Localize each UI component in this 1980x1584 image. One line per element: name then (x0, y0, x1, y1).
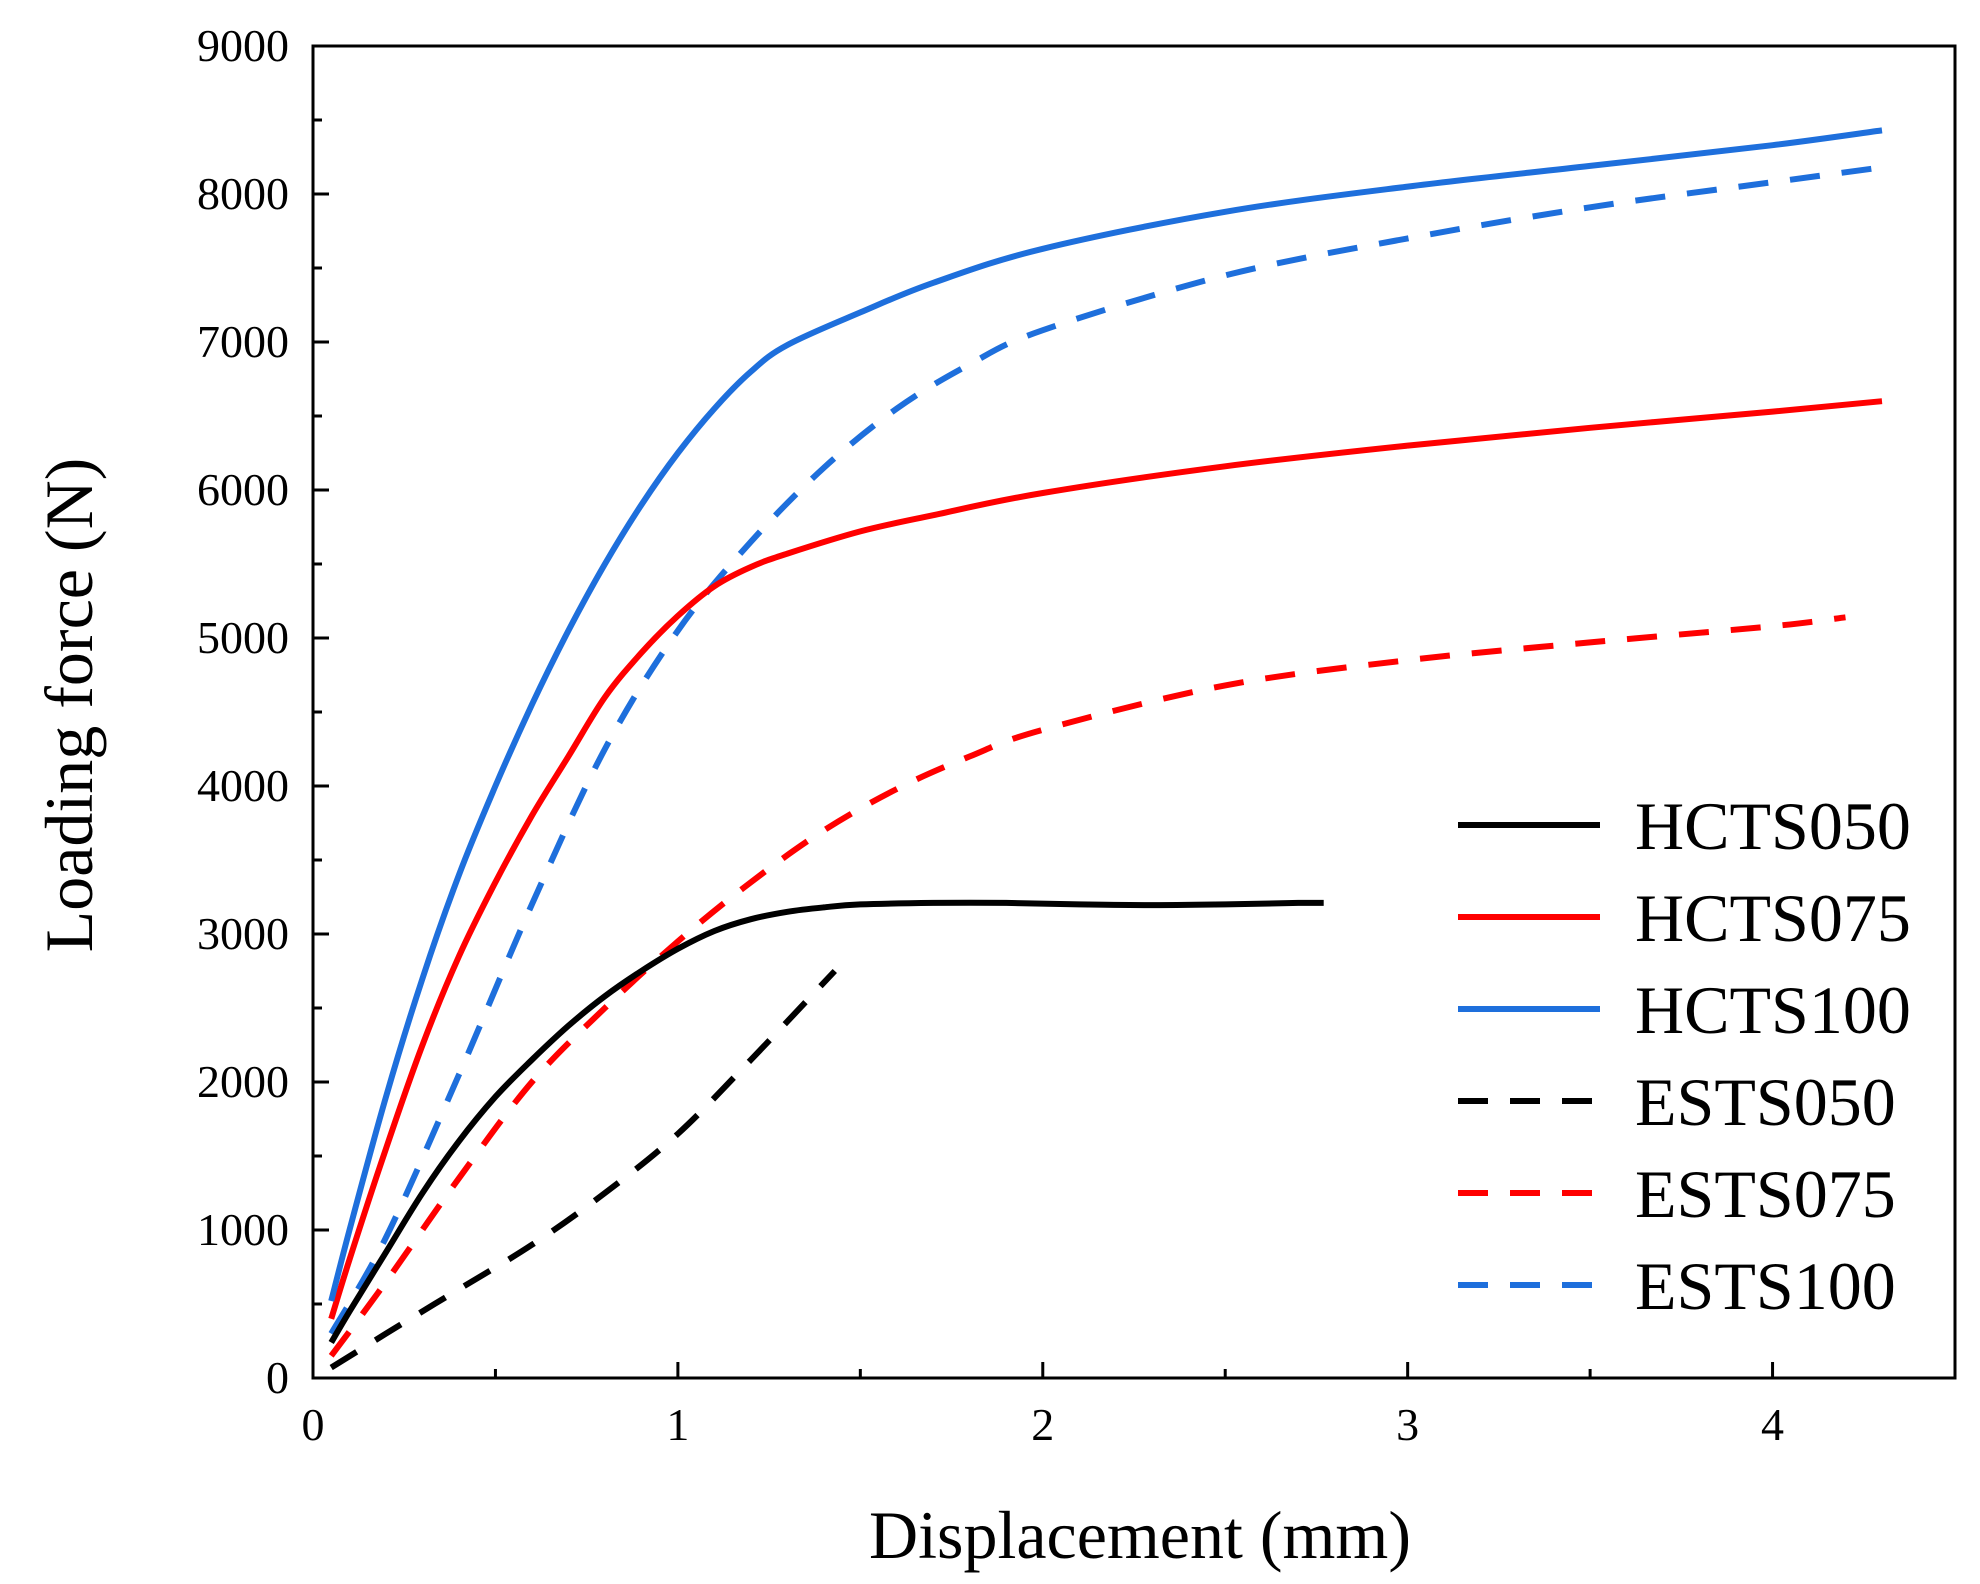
legend-label-ests075: ESTS075 (1635, 1156, 1896, 1232)
series-layer (328, 127, 1883, 1371)
y-tick-label: 1000 (197, 1204, 289, 1255)
x-axis-title: Displacement (mm) (869, 1497, 1411, 1573)
series-ests050-line (329, 968, 837, 1371)
x-tick-label: 3 (1396, 1399, 1419, 1450)
y-axis-title: Loading force (N) (31, 458, 107, 953)
series-hcts050-line (328, 899, 1324, 1345)
y-tick-label: 3000 (197, 908, 289, 959)
y-tick-label: 5000 (197, 612, 289, 663)
legend-label-hcts100: HCTS100 (1635, 972, 1911, 1048)
legend: HCTS050 HCTS075 HCTS100 ESTS050 ESTS075 ESTS1… (1458, 788, 1911, 1324)
series-ests100-line (328, 164, 1883, 1336)
axis-ticks: 0 1 2 3 4 0 1000 2000 3000 4000 5000 6000 7000 8000 90… (197, 20, 1784, 1450)
x-tick-label: 1 (666, 1399, 689, 1450)
y-tick-label: 0 (266, 1352, 289, 1403)
y-tick-label: 2000 (197, 1056, 289, 1107)
y-tick-label: 7000 (197, 316, 289, 367)
legend-label-hcts075: HCTS075 (1635, 880, 1911, 956)
legend-label-ests100: ESTS100 (1635, 1248, 1896, 1324)
y-tick-label: 8000 (197, 168, 289, 219)
series-hcts075-line (328, 398, 1883, 1320)
x-tick-label: 0 (302, 1399, 325, 1450)
y-tick-label: 4000 (197, 760, 289, 811)
y-tick-label: 6000 (197, 464, 289, 515)
legend-label-hcts050: HCTS050 (1635, 788, 1911, 864)
x-tick-label: 4 (1761, 1399, 1784, 1450)
series-ests075-line (328, 614, 1846, 1358)
legend-label-ests050: ESTS050 (1635, 1064, 1896, 1140)
series-hcts100-line (328, 127, 1883, 1302)
x-tick-label: 2 (1031, 1399, 1054, 1450)
y-tick-label: 9000 (197, 20, 289, 71)
